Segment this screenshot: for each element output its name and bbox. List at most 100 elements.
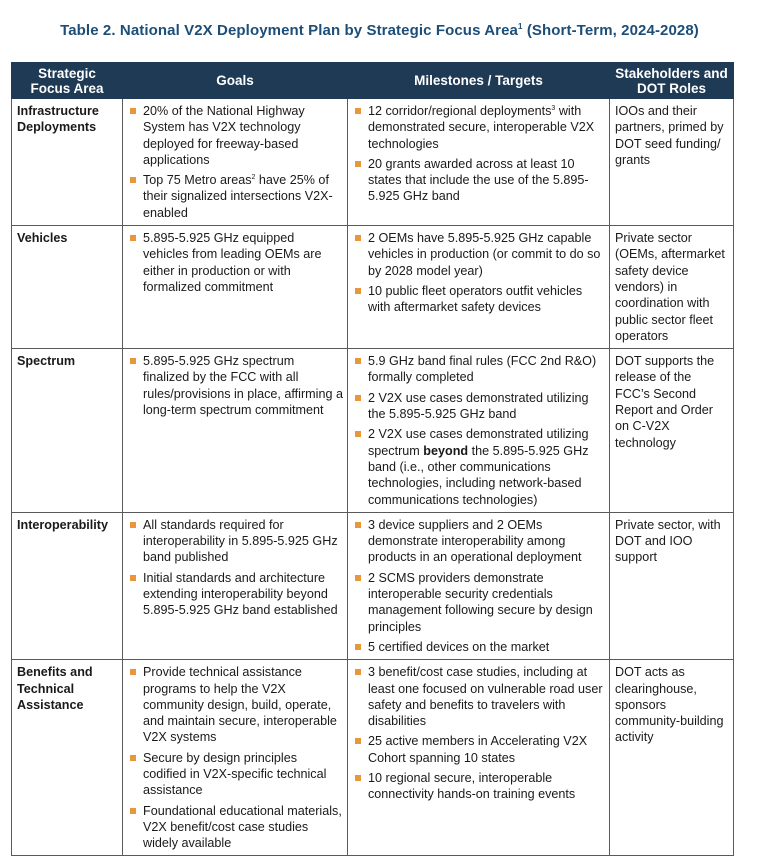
bullet-icon [355,160,361,167]
roles-cell: Private sector (OEMs, aftermarket safety… [609,225,734,350]
bullet-icon [355,669,361,676]
milestone-item: 3 benefit/cost case studies, including a… [353,664,605,729]
goal-text: Initial standards and architecture exten… [143,570,338,618]
roles-cell: Private sector, with DOT and IOO support [609,511,734,661]
milestones-cell: 5.9 GHz band final rules (FCC 2nd R&O) f… [347,348,610,513]
bullet-icon [355,774,361,781]
milestone-text: 2 SCMS providers demonstrate interoperab… [368,570,593,634]
milestone-list: 3 device suppliers and 2 OEMs demonstrat… [353,517,605,655]
goal-item: 5.895-5.925 GHz spectrum finalized by th… [128,353,343,418]
goal-list: Provide technical assistance programs to… [128,664,343,851]
goal-item: All standards required for interoperabil… [128,517,343,566]
table-row: Vehicles 5.895-5.925 GHz equipped vehicle… [11,225,734,350]
goal-item: 20% of the National Highway System has V… [128,103,343,168]
bullet-icon [355,287,361,294]
milestone-text: 20 grants awarded across at least 10 sta… [368,156,589,204]
milestone-text: 5 certified devices on the market [368,639,550,654]
milestone-list: 12 corridor/regional deployments3 with d… [353,103,605,205]
table-row: Spectrum 5.895-5.925 GHz spectrum finaliz… [11,348,734,513]
bullet-icon [355,108,361,114]
goal-list: 5.895-5.925 GHz spectrum finalized by th… [128,353,343,418]
milestone-item: 25 active members in Accelerating V2X Co… [353,733,605,766]
table-row: Infrastructure Deployments 20% of the Nat… [11,97,734,227]
bullet-icon [130,358,136,365]
focus-area-cell: Spectrum [11,348,123,513]
bullet-icon [130,669,136,676]
milestone-item: 3 device suppliers and 2 OEMs demonstrat… [353,517,605,566]
header-stakeholders: Stakeholders and DOT Roles [609,62,734,99]
header-milestones: Milestones / Targets [347,62,610,99]
goal-text: Provide technical assistance programs to… [143,665,337,745]
goal-item: Top 75 Metro areas2 have 25% of their si… [128,172,343,221]
goal-item: Provide technical assistance programs to… [128,664,343,745]
goal-item: Foundational educational materials, V2X … [128,803,343,852]
bullet-icon [130,807,136,814]
goal-text: All standards required for interoperabil… [143,517,338,565]
milestone-text: 2 V2X use cases demonstrated utilizing t… [368,390,589,422]
goal-list: All standards required for interoperabil… [128,517,343,619]
goal-text: 20% of the National Highway System has V… [143,104,305,167]
milestone-item: 5.9 GHz band final rules (FCC 2nd R&O) f… [353,353,605,386]
goal-text: Foundational educational materials, V2X … [143,803,342,851]
bullet-icon [130,521,136,528]
bullet-icon [130,754,136,761]
bullet-icon [130,177,136,184]
milestone-item: 2 SCMS providers demonstrate interoperab… [353,570,605,635]
goals-cell: 5.895-5.925 GHz equipped vehicles from l… [122,225,348,350]
goals-cell: All standards required for interoperabil… [122,511,348,661]
bullet-icon [130,235,136,242]
milestone-text: 2 OEMs have 5.895-5.925 GHz capable vehi… [368,231,601,278]
bullet-icon [355,521,361,528]
milestone-list: 3 benefit/cost case studies, including a… [353,664,605,802]
milestone-item: 10 regional secure, interoperable connec… [353,770,605,803]
milestone-item: 2 OEMs have 5.895-5.925 GHz capable vehi… [353,230,605,279]
milestones-cell: 2 OEMs have 5.895-5.925 GHz capable vehi… [347,225,610,350]
goals-cell: 20% of the National Highway System has V… [122,97,348,227]
focus-area-cell: Interoperability [11,511,123,661]
header-strategic-focus-area: Strategic Focus Area [11,62,123,99]
goal-list: 20% of the National Highway System has V… [128,103,343,221]
bullet-icon [355,358,361,365]
milestone-list: 5.9 GHz band final rules (FCC 2nd R&O) f… [353,353,605,508]
milestone-text: 25 active members in Accelerating V2X Co… [368,734,588,765]
roles-cell: DOT supports the release of the FCC’s Se… [609,348,734,513]
table-header-row: Strategic Focus Area Goals Milestones / … [11,62,734,99]
bullet-icon [355,431,361,438]
milestone-list: 2 OEMs have 5.895-5.925 GHz capable vehi… [353,230,605,315]
table-row: Interoperability All standards required f… [11,511,734,661]
milestone-text: 12 corridor/regional deployments3 with d… [368,104,595,151]
milestone-item: 2 V2X use cases demonstrated utilizing s… [353,426,605,507]
milestone-item: 2 V2X use cases demonstrated utilizing t… [353,390,605,423]
header-goals: Goals [122,62,348,99]
milestone-item: 5 certified devices on the market [353,639,605,655]
bullet-icon [355,574,361,581]
milestones-cell: 12 corridor/regional deployments3 with d… [347,97,610,227]
bullet-icon [130,574,136,581]
table-title: Table 2. National V2X Deployment Plan by… [60,22,699,39]
goal-item: 5.895-5.925 GHz equipped vehicles from l… [128,230,343,295]
goal-text: 5.895-5.925 GHz spectrum finalized by th… [143,354,343,418]
goal-text: Top 75 Metro areas2 have 25% of their si… [143,173,333,220]
bullet-icon [355,235,361,242]
goal-list: 5.895-5.925 GHz equipped vehicles from l… [128,230,343,295]
roles-cell: DOT acts as clearinghouse, sponsors comm… [609,659,734,856]
bullet-icon [355,738,361,745]
milestone-text: 3 benefit/cost case studies, including a… [368,665,603,729]
bullet-icon [355,643,361,650]
milestones-cell: 3 device suppliers and 2 OEMs demonstrat… [347,511,610,661]
bullet-icon [355,394,361,401]
milestone-text: 2 V2X use cases demonstrated utilizing s… [368,427,589,507]
focus-area-cell: Infrastructure Deployments [11,97,123,227]
milestone-item: 10 public fleet operators outfit vehicle… [353,283,605,316]
focus-area-cell: Benefits and Technical Assistance [11,659,123,856]
milestone-text: 3 device suppliers and 2 OEMs demonstrat… [368,517,582,565]
focus-area-cell: Vehicles [11,225,123,350]
milestone-text: 10 public fleet operators outfit vehicle… [368,283,583,315]
deployment-plan-table: Strategic Focus Area Goals Milestones / … [11,62,734,856]
goals-cell: Provide technical assistance programs to… [122,659,348,856]
roles-cell: IOOs and their partners, primed by DOT s… [609,97,734,227]
goals-cell: 5.895-5.925 GHz spectrum finalized by th… [122,348,348,513]
milestone-item: 12 corridor/regional deployments3 with d… [353,103,605,152]
milestone-text: 5.9 GHz band final rules (FCC 2nd R&O) f… [368,354,597,385]
milestone-item: 20 grants awarded across at least 10 sta… [353,156,605,205]
